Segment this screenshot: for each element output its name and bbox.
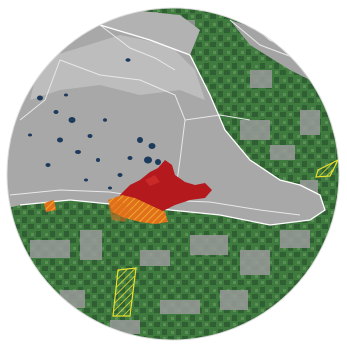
hatched-zone-east [315,158,339,178]
urban-expansion-fringe [108,200,130,222]
urban-area-detail [145,175,160,186]
hatched-zone-south [112,267,137,317]
cleared-land-light-zone [30,35,205,100]
urban-expansion-west [44,200,56,212]
water-ponds [28,58,164,190]
map-circle-frame [6,7,340,341]
cleared-patches-layer [30,12,320,334]
